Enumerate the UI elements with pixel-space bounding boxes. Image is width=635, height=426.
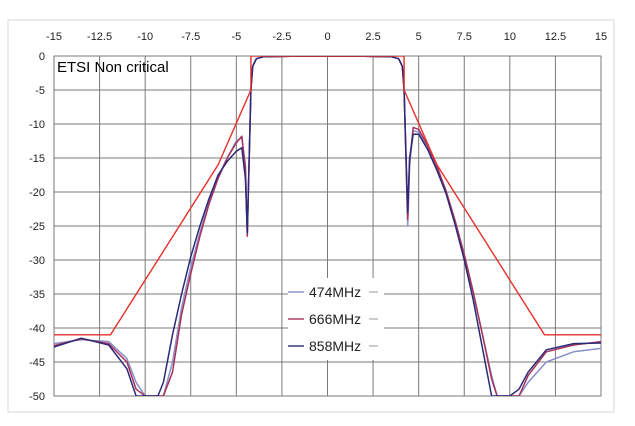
y-tick-label-45: -45 (29, 357, 45, 369)
legend-label-474mhz: 474MHz (309, 284, 361, 300)
grid-lines (53, 55, 602, 397)
series-lines (54, 56, 601, 396)
x-tick-label-5: 5 (416, 31, 422, 43)
legend: 474MHz 666MHz 858MHz (288, 278, 384, 360)
legend-label-858mhz: 858MHz (309, 338, 361, 354)
mask-line (54, 56, 601, 336)
y-tick-label-35: -35 (29, 289, 45, 301)
y-tick-label-40: -40 (29, 323, 45, 335)
x-tick-label-12-5: 12.5 (545, 31, 566, 43)
y-tick-label-0: 0 (39, 51, 45, 63)
x-tick-label-15: 15 (595, 31, 607, 43)
y-tick-label-5: -5 (35, 85, 45, 97)
y-tick-label-15: -15 (29, 153, 45, 165)
tick-labels: -15 -12.5 -10 -7.5 -5 -2.5 0 2.5 5 7.5 10 12.5 15 0 -5… (29, 31, 607, 403)
y-tick-label-20: -20 (29, 187, 45, 199)
x-tick-label-7-5: -7.5 (181, 31, 200, 43)
chart-title: ETSI Non critical (57, 59, 169, 76)
legend-label-666mhz: 666MHz (309, 311, 361, 327)
y-tick-label-10: -10 (29, 119, 45, 131)
x-tick-label-2-5: 2.5 (365, 31, 380, 43)
y-tick-label-30: -30 (29, 255, 45, 267)
x-tick-label-0: 0 (324, 31, 330, 43)
y-tick-label-50: -50 (29, 391, 45, 403)
x-tick-label-10: 10 (504, 31, 516, 43)
y-tick-label-25: -25 (29, 221, 45, 233)
x-tick-label-7-5: 7.5 (457, 31, 472, 43)
x-tick-label-2-5: -2.5 (272, 31, 291, 43)
x-tick-label-12-5: -12.5 (87, 31, 112, 43)
x-tick-label-15: -15 (46, 31, 62, 43)
x-tick-label-10: -10 (137, 31, 153, 43)
x-tick-label-5: -5 (231, 31, 241, 43)
